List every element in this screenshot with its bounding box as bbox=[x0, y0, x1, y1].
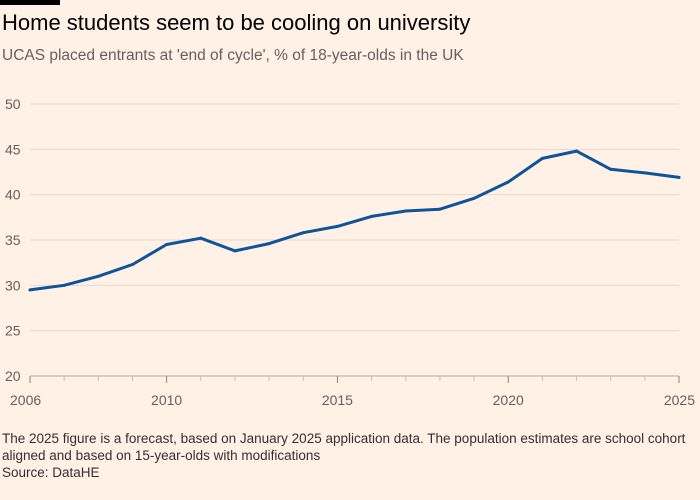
x-tick-label: 2010 bbox=[151, 392, 182, 408]
data-point bbox=[609, 167, 613, 171]
y-axis-ticks: 20 25 30 35 40 45 50 bbox=[5, 96, 21, 384]
chart-subtitle: UCAS placed entrants at 'end of cycle', … bbox=[2, 47, 464, 64]
series-line bbox=[28, 149, 681, 292]
data-point bbox=[506, 180, 510, 184]
data-point bbox=[643, 171, 647, 175]
x-tick-label: 2020 bbox=[493, 392, 524, 408]
data-point bbox=[233, 249, 237, 253]
data-point bbox=[130, 262, 134, 266]
chart-note: The 2025 figure is a forecast, based on … bbox=[2, 431, 686, 463]
y-tick-label: 45 bbox=[5, 141, 21, 157]
y-tick-label: 20 bbox=[5, 368, 21, 384]
x-axis: 2006 2010 2015 2020 2025 bbox=[10, 375, 695, 408]
y-tick-label: 50 bbox=[5, 96, 21, 112]
series-layer bbox=[28, 149, 681, 292]
data-point bbox=[96, 274, 100, 278]
x-tick-label: 2025 bbox=[664, 392, 695, 408]
chart-source: Source: DataHE bbox=[2, 465, 100, 480]
chart-footer: The 2025 figure is a forecast, based on … bbox=[2, 430, 692, 481]
y-tick-label: 30 bbox=[5, 277, 21, 293]
data-point bbox=[540, 156, 544, 160]
data-point bbox=[62, 283, 66, 287]
data-point bbox=[335, 224, 339, 228]
data-point bbox=[199, 236, 203, 240]
data-point bbox=[28, 288, 32, 292]
gridlines bbox=[30, 103, 679, 332]
y-tick-label: 40 bbox=[5, 187, 21, 203]
data-point bbox=[438, 207, 442, 211]
data-point bbox=[677, 175, 681, 179]
data-point bbox=[472, 196, 476, 200]
x-tick-label: 2015 bbox=[322, 392, 353, 408]
data-point bbox=[575, 149, 579, 153]
data-point bbox=[165, 243, 169, 247]
data-point bbox=[267, 242, 271, 246]
data-point bbox=[370, 214, 374, 218]
data-point bbox=[404, 209, 408, 213]
y-tick-label: 35 bbox=[5, 232, 21, 248]
brand-bar bbox=[0, 0, 60, 5]
y-tick-label: 25 bbox=[5, 323, 21, 339]
x-tick-label: 2006 bbox=[10, 392, 41, 408]
data-point bbox=[301, 231, 305, 235]
chart-title: Home students seem to be cooling on univ… bbox=[2, 10, 471, 35]
